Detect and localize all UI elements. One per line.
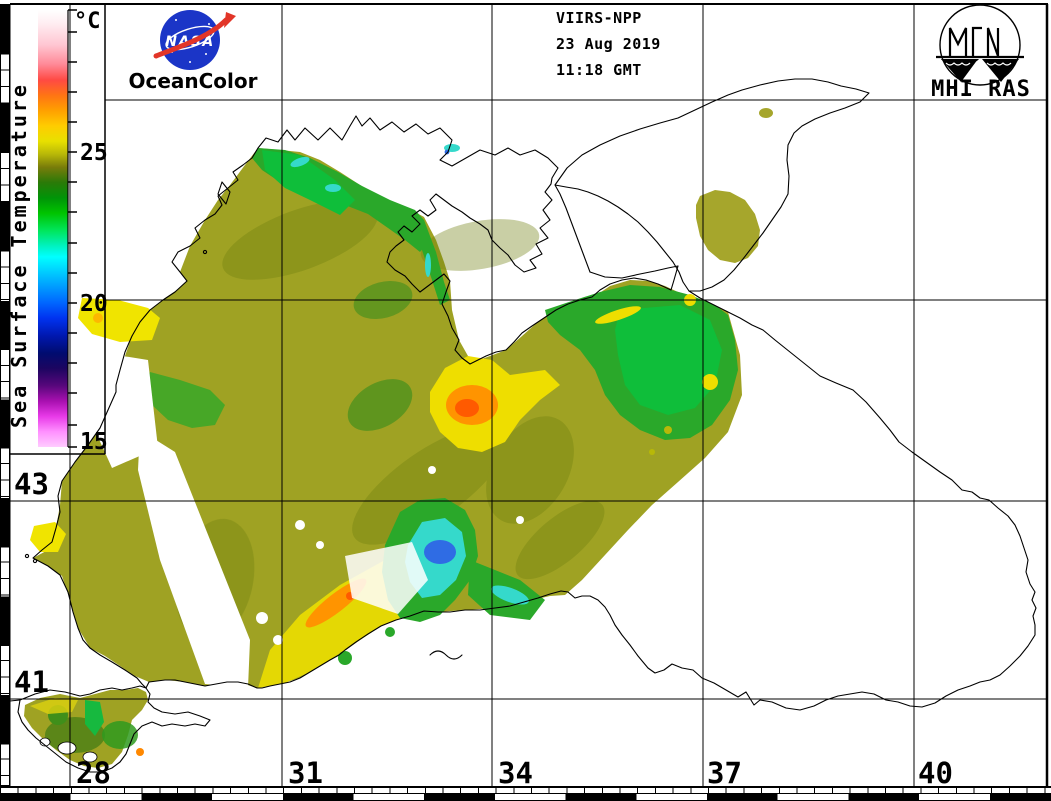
mhi-glyph-lines [936, 26, 1024, 59]
nasa-logo: NASA OceanColor [128, 10, 258, 93]
colorbar-tick-25: 25 [80, 140, 108, 166]
kerch-north-coast [589, 265, 679, 279]
grid-labels: 43 41 28 31 34 37 40 [14, 467, 953, 790]
island-dot2 [32, 558, 38, 564]
green-coast-spot [338, 651, 352, 665]
cyan-streak-crimea [425, 253, 431, 277]
eddy-blue-core [424, 540, 456, 564]
azov-dot [759, 108, 773, 118]
lon-label-31: 31 [288, 756, 323, 790]
marmara-coast [17, 685, 211, 773]
orange-dot-coast [93, 313, 103, 323]
island-dot1 [24, 553, 30, 559]
marmara-data [24, 688, 148, 768]
no-data-clouds [85, 350, 524, 688]
header-satellite: VIIRS-NPP [556, 9, 642, 27]
lon-label-37: 37 [707, 756, 742, 790]
azov-sea-coast [554, 78, 870, 292]
sea-data-layer [24, 108, 773, 768]
green-swirl2 [347, 379, 413, 431]
mhi-wave-lines [945, 62, 1012, 66]
yellow-streak-crimea [595, 306, 641, 324]
mhi-ras-label: MHI RAS [931, 77, 1031, 102]
mhi-ras-logo: MHI RAS [931, 4, 1031, 102]
header-time: 11:18 GMT [556, 61, 642, 79]
azov-olive-patch [696, 190, 760, 263]
longitude-ruler-ticks [0, 786, 1051, 794]
colorbar-tick-20: 20 [80, 291, 108, 317]
cyan-spot-dnieper1 [325, 184, 341, 192]
oceancolor-label: OceanColor [128, 69, 257, 93]
nasa-swoosh-tip [224, 12, 236, 28]
snake-island [202, 249, 208, 255]
arabat-spit [554, 184, 591, 273]
lon-label-28: 28 [76, 756, 111, 790]
yellow-coast-west [78, 298, 160, 342]
deep-orange-core [455, 399, 479, 417]
header-text: VIIRS-NPP 23 Aug 2019 11:18 GMT [556, 9, 661, 79]
lon-label-40: 40 [918, 756, 953, 790]
latitude-ruler [0, 4, 10, 786]
lon-label-34: 34 [498, 756, 533, 790]
cyan-spot-odessa [290, 156, 310, 168]
green-north-bright [262, 150, 355, 215]
lat-label-43: 43 [14, 467, 49, 501]
yellow-spot-east [702, 374, 718, 390]
longitude-ruler-blocks [0, 794, 1051, 801]
black-sea-coast-west-north [32, 115, 679, 689]
olive-dot2 [649, 449, 655, 455]
sst-dark-swirls [175, 200, 605, 642]
coastline-layer [0, 78, 1037, 773]
colorbar-unit: °C [74, 9, 101, 34]
green-crimea-se-bright [615, 305, 722, 415]
green-romania [145, 372, 225, 428]
olive-dot1 [664, 426, 672, 434]
header-date: 23 Aug 2019 [556, 35, 661, 53]
colorbar: °C 25 20 15 Sea Surface Temperature [7, 9, 108, 455]
green-west-crimea [416, 220, 450, 305]
colorbar-tick-15: 15 [80, 429, 108, 455]
map-frame [9, 3, 1049, 801]
eddy-arm-cyan [491, 585, 529, 605]
colorbar-gradient [38, 10, 68, 447]
black-sea-coast-east-south [148, 290, 1037, 711]
colorbar-title: Sea Surface Temperature [7, 82, 31, 428]
graticule [10, 4, 1047, 786]
dniester-lagoon [217, 181, 231, 205]
nasa-swoosh [153, 17, 229, 59]
mhi-circle [939, 4, 1021, 86]
green-coast-spot2 [385, 627, 395, 637]
coastal-lagoon-wiggle [429, 650, 463, 660]
colorbar-ticks [68, 9, 77, 448]
lat-label-41: 41 [14, 665, 49, 699]
yellow-cape [30, 522, 66, 552]
